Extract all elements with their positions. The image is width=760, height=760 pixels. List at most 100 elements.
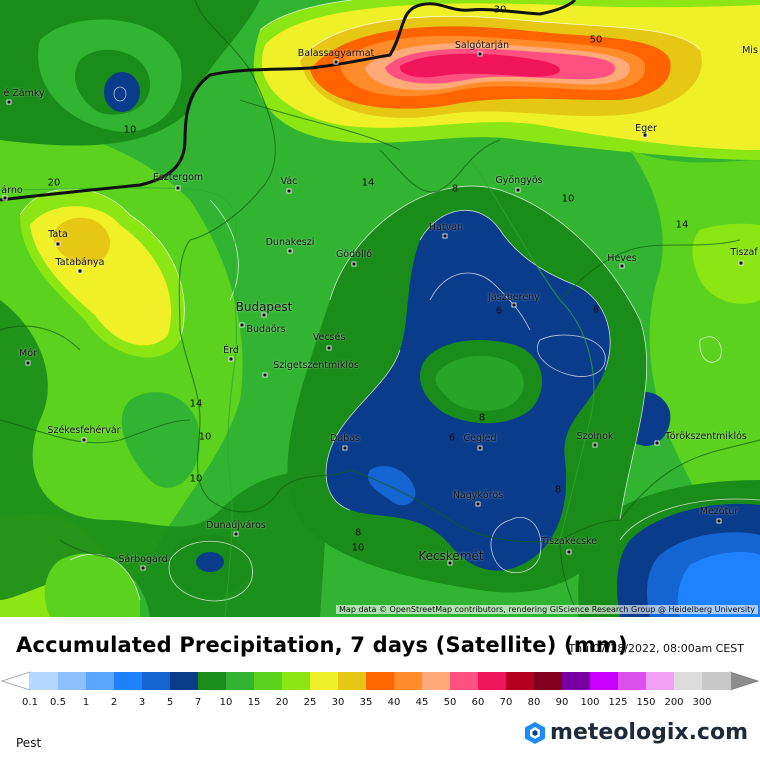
legend-swatch	[142, 672, 171, 690]
city-label: Kecskemét	[418, 549, 484, 563]
legend-swatch	[702, 672, 731, 690]
legend-value: 20	[275, 697, 289, 708]
city-label: Szigetszentmiklós	[273, 360, 359, 371]
contour-label: 20	[47, 177, 61, 189]
city-label: Vác	[280, 176, 298, 187]
city-label: Tiszakécske	[540, 536, 598, 547]
legend-value: 100	[580, 697, 600, 708]
legend-swatch	[30, 672, 59, 690]
city-label: Salgótarján	[454, 40, 510, 51]
legend-swatch	[506, 672, 535, 690]
legend-swatch	[562, 672, 591, 690]
city-label: Jászberény	[488, 292, 540, 303]
city-label: Sárbogárd	[118, 554, 168, 565]
city-label: Mór	[19, 348, 37, 359]
city-label: árno	[1, 185, 23, 196]
legend-swatch	[674, 672, 703, 690]
city-label: Szolnok	[576, 431, 614, 442]
contour-label: 10	[351, 542, 365, 554]
contour-label: 8	[478, 412, 486, 424]
region-label: Pest	[16, 736, 42, 750]
legend-swatch	[338, 672, 367, 690]
legend-value: 0.5	[50, 697, 66, 708]
timestamp: Thu 07/28/2022, 08:00am CEST	[568, 642, 744, 655]
brand-name: meteologix.com	[550, 720, 748, 745]
legend-value: 300	[692, 697, 712, 708]
legend-swatch	[450, 672, 479, 690]
legend-value: 70	[499, 697, 513, 708]
legend-value: 15	[247, 697, 261, 708]
city-label: Érd	[223, 345, 239, 356]
legend-swatch	[282, 672, 311, 690]
city-label: Esztergom	[152, 172, 204, 183]
contour-label: 8	[451, 183, 459, 195]
city-label: Mis	[742, 45, 758, 56]
legend-value: 25	[303, 697, 317, 708]
contour-label: 30	[493, 4, 507, 16]
contour-label: 6	[495, 305, 503, 317]
legend-value: 45	[415, 697, 429, 708]
map-title: Accumulated Precipitation, 7 days (Satel…	[16, 633, 628, 657]
contour-label: 14	[189, 398, 203, 410]
contour-label: 14	[361, 177, 375, 189]
legend-value: 80	[527, 697, 541, 708]
legend-swatch	[198, 672, 227, 690]
brand-logo[interactable]: meteologix.com	[524, 720, 748, 745]
legend-swatch	[366, 672, 395, 690]
legend-value: 35	[359, 697, 373, 708]
legend-swatch	[590, 672, 619, 690]
legend-swatch	[58, 672, 87, 690]
city-label: Tata	[48, 229, 68, 240]
legend-value: 7	[194, 697, 202, 708]
contour-label: 10	[561, 193, 575, 205]
legend-value: 0.1	[22, 697, 38, 708]
city-label: Törökszentmiklós	[665, 431, 747, 442]
legend-swatch	[646, 672, 675, 690]
legend-value: 3	[138, 697, 146, 708]
contour-label: 50	[589, 34, 603, 46]
contour-label: 10	[198, 431, 212, 443]
contour-label: 8	[554, 484, 562, 496]
legend-swatch	[114, 672, 143, 690]
city-label: Budaörs	[246, 324, 286, 335]
legend-swatch	[618, 672, 647, 690]
city-label: Dabas	[330, 433, 360, 444]
city-label: Nagykőrös	[452, 490, 504, 501]
legend-value: 200	[664, 697, 684, 708]
city-label: Heves	[607, 253, 637, 264]
city-label: Vecsés	[312, 332, 346, 343]
city-label-capital: Budapest	[235, 300, 293, 314]
legend-swatch	[310, 672, 339, 690]
legend-swatch	[226, 672, 255, 690]
city-label: é Zámky	[3, 88, 45, 99]
color-legend: 0.1 0.5 1 2 3 5 7 10 15 20 25 30 35 40 45 50 60 70 80 90 100…	[0, 668, 760, 712]
legend-swatch	[254, 672, 283, 690]
precipitation-map[interactable]: Balassagyarmat Salgótarján Eger Gyöngyös…	[0, 0, 760, 617]
legend-swatch	[86, 672, 115, 690]
map-canvas	[0, 0, 760, 617]
legend-value: 90	[555, 697, 569, 708]
legend-value: 125	[608, 697, 628, 708]
contour-label: 8	[592, 304, 600, 316]
legend-swatch	[422, 672, 451, 690]
legend-value: 60	[471, 697, 485, 708]
city-label: Balassagyarmat	[297, 48, 375, 59]
contour-label: 6	[448, 432, 456, 444]
city-label: Dunaújváros	[206, 520, 266, 531]
map-attribution: Map data © OpenStreetMap contributors, r…	[336, 605, 758, 614]
legend-swatch	[170, 672, 199, 690]
city-label: Mezőtúr	[699, 506, 739, 517]
contour-label: 10	[123, 124, 137, 136]
city-label: Cegléd	[463, 433, 497, 444]
city-label: Gyöngyös	[495, 175, 543, 186]
legend-value: 50	[443, 697, 457, 708]
city-label: Eger	[635, 123, 657, 134]
legend-value: 5	[166, 697, 174, 708]
legend-value: 150	[636, 697, 656, 708]
city-label: Székesfehérvár	[47, 425, 121, 436]
legend-value: 40	[387, 697, 401, 708]
legend-swatch	[394, 672, 423, 690]
contour-label: 14	[675, 219, 689, 231]
legend-value: 10	[219, 697, 233, 708]
meteologix-logo-icon	[525, 721, 546, 744]
